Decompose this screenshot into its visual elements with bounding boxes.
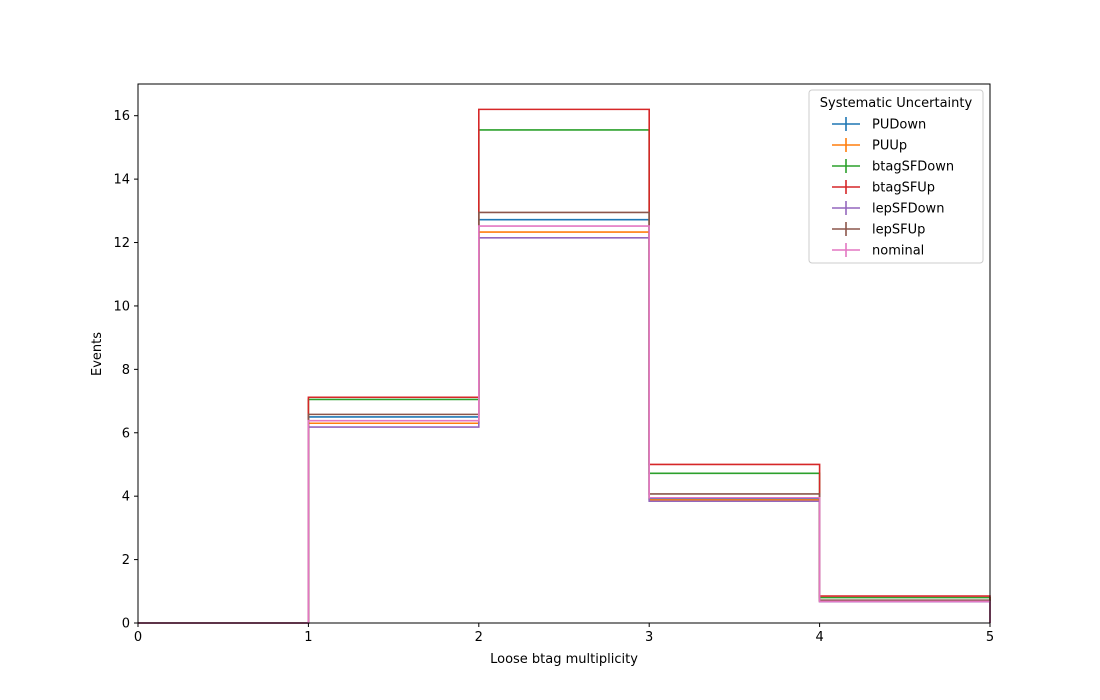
y-tick-label: 8 (122, 363, 130, 378)
x-tick-label: 4 (815, 630, 823, 645)
legend: Systematic Uncertainty PUDown PUUp btagSFD… (808, 89, 984, 264)
x-tick-label: 5 (986, 630, 994, 645)
y-tick-label: 10 (113, 299, 130, 314)
x-axis-label: Loose btag multiplicity (490, 652, 638, 667)
legend-label: lepSFUp (872, 223, 925, 238)
legend-box (808, 89, 984, 264)
legend-label: nominal (872, 244, 924, 259)
y-tick-label: 4 (122, 490, 130, 505)
x-tick-label: 0 (134, 630, 142, 645)
x-tick-label: 3 (645, 630, 653, 645)
series-layer (138, 108, 991, 624)
x-axis: 0 1 2 3 4 5 (134, 623, 994, 645)
y-tick-label: 0 (122, 617, 130, 632)
y-axis: 0 2 4 6 8 10 12 14 16 (113, 109, 138, 632)
x-tick-label: 2 (475, 630, 483, 645)
legend-entries: PUDown PUUp btagSFDown btagSFUp lepSFDown lep… (832, 117, 954, 259)
y-tick-label: 2 (122, 553, 130, 568)
legend-label: PUDown (872, 118, 926, 133)
plot-frame (137, 83, 991, 624)
y-tick-label: 6 (122, 426, 130, 441)
legend-title: Systematic Uncertainty (820, 96, 973, 111)
legend-label: btagSFUp (872, 181, 935, 196)
series-step-nominal (138, 225, 991, 624)
y-tick-label: 12 (113, 236, 130, 251)
legend-label: lepSFDown (872, 202, 944, 217)
y-tick-label: 14 (113, 173, 130, 188)
y-axis-label: Events (90, 332, 105, 376)
legend-label: PUUp (872, 139, 907, 154)
x-tick-label: 1 (304, 630, 312, 645)
legend-label: btagSFDown (872, 160, 954, 175)
y-tick-label: 16 (113, 109, 130, 124)
